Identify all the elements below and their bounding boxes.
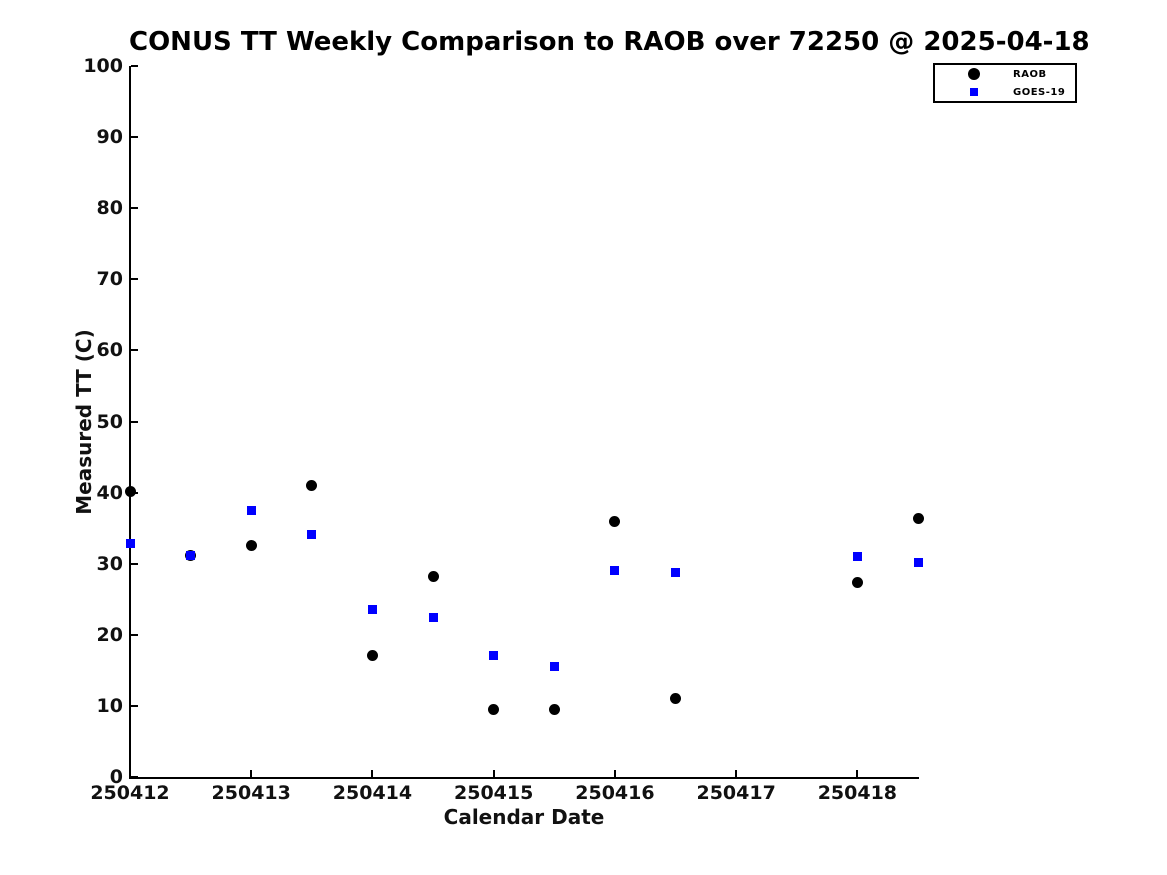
x-tick-label: 250417 xyxy=(696,782,776,804)
y-tick-label: 0 xyxy=(109,766,123,788)
x-tick-label: 250413 xyxy=(211,782,291,804)
x-axis-line xyxy=(129,777,919,779)
y-tick-label: 90 xyxy=(96,126,123,149)
y-tick xyxy=(131,633,138,636)
data-point-goes-19 xyxy=(246,505,256,515)
data-point-raob xyxy=(427,570,439,582)
data-point-goes-19 xyxy=(549,662,559,672)
y-tick-label: 60 xyxy=(96,339,123,362)
x-tick-label: 250412 xyxy=(90,782,170,804)
x-tick xyxy=(371,770,374,777)
legend-label-raob: RAOB xyxy=(1013,68,1047,80)
x-tick xyxy=(856,770,859,777)
data-point-goes-19 xyxy=(852,552,862,562)
y-tick-label: 50 xyxy=(96,410,123,433)
goes19-square-marker-icon xyxy=(970,88,978,96)
data-point-raob xyxy=(245,540,257,552)
y-tick-label: 70 xyxy=(96,268,123,291)
y-tick xyxy=(131,562,138,565)
data-point-goes-19 xyxy=(428,612,438,622)
chart-title: CONUS TT Weekly Comparison to RAOB over … xyxy=(129,27,1090,57)
data-point-raob xyxy=(488,703,500,715)
x-tick xyxy=(250,770,253,777)
y-tick-label: 20 xyxy=(96,623,123,646)
data-point-goes-19 xyxy=(186,550,196,560)
x-tick-label: 250416 xyxy=(575,782,655,804)
y-tick xyxy=(131,136,138,139)
raob-circle-marker-icon xyxy=(968,68,980,80)
data-point-raob xyxy=(851,576,863,588)
x-tick xyxy=(129,770,131,777)
y-tick xyxy=(131,207,138,210)
data-point-raob xyxy=(548,703,560,715)
y-tick-label: 80 xyxy=(96,197,123,220)
data-point-goes-19 xyxy=(610,566,620,576)
legend-item-raob: RAOB xyxy=(935,65,1075,83)
data-point-raob xyxy=(670,693,682,705)
x-tick xyxy=(613,770,616,777)
data-point-raob xyxy=(366,649,378,661)
data-point-raob xyxy=(306,479,318,491)
x-tick-label: 250415 xyxy=(454,782,534,804)
x-tick xyxy=(492,770,495,777)
x-tick-label: 250418 xyxy=(817,782,898,804)
data-point-goes-19 xyxy=(367,604,377,614)
y-tick xyxy=(131,776,138,778)
data-point-raob xyxy=(124,486,136,498)
y-tick xyxy=(131,420,138,423)
data-point-raob xyxy=(609,516,621,528)
y-tick xyxy=(131,278,138,281)
data-point-goes-19 xyxy=(671,567,681,577)
legend-label-goes19: GOES-19 xyxy=(1013,86,1066,98)
data-point-goes-19 xyxy=(913,558,923,568)
data-point-raob xyxy=(912,513,924,525)
x-tick-label: 250414 xyxy=(332,782,413,804)
x-tick xyxy=(735,770,738,777)
y-tick-label: 30 xyxy=(96,552,123,575)
y-tick xyxy=(131,65,138,67)
data-point-goes-19 xyxy=(125,539,135,549)
y-tick xyxy=(131,704,138,707)
y-tick-label: 100 xyxy=(83,55,123,77)
data-point-goes-19 xyxy=(307,530,317,540)
legend-box: RAOB GOES-19 xyxy=(933,63,1077,103)
x-axis-label: Calendar Date xyxy=(443,805,605,829)
y-tick xyxy=(131,349,138,352)
y-tick-label: 10 xyxy=(96,694,123,717)
y-tick-label: 40 xyxy=(96,481,123,504)
data-point-goes-19 xyxy=(489,650,499,660)
y-axis-line xyxy=(129,66,131,779)
legend-item-goes19: GOES-19 xyxy=(935,83,1075,101)
